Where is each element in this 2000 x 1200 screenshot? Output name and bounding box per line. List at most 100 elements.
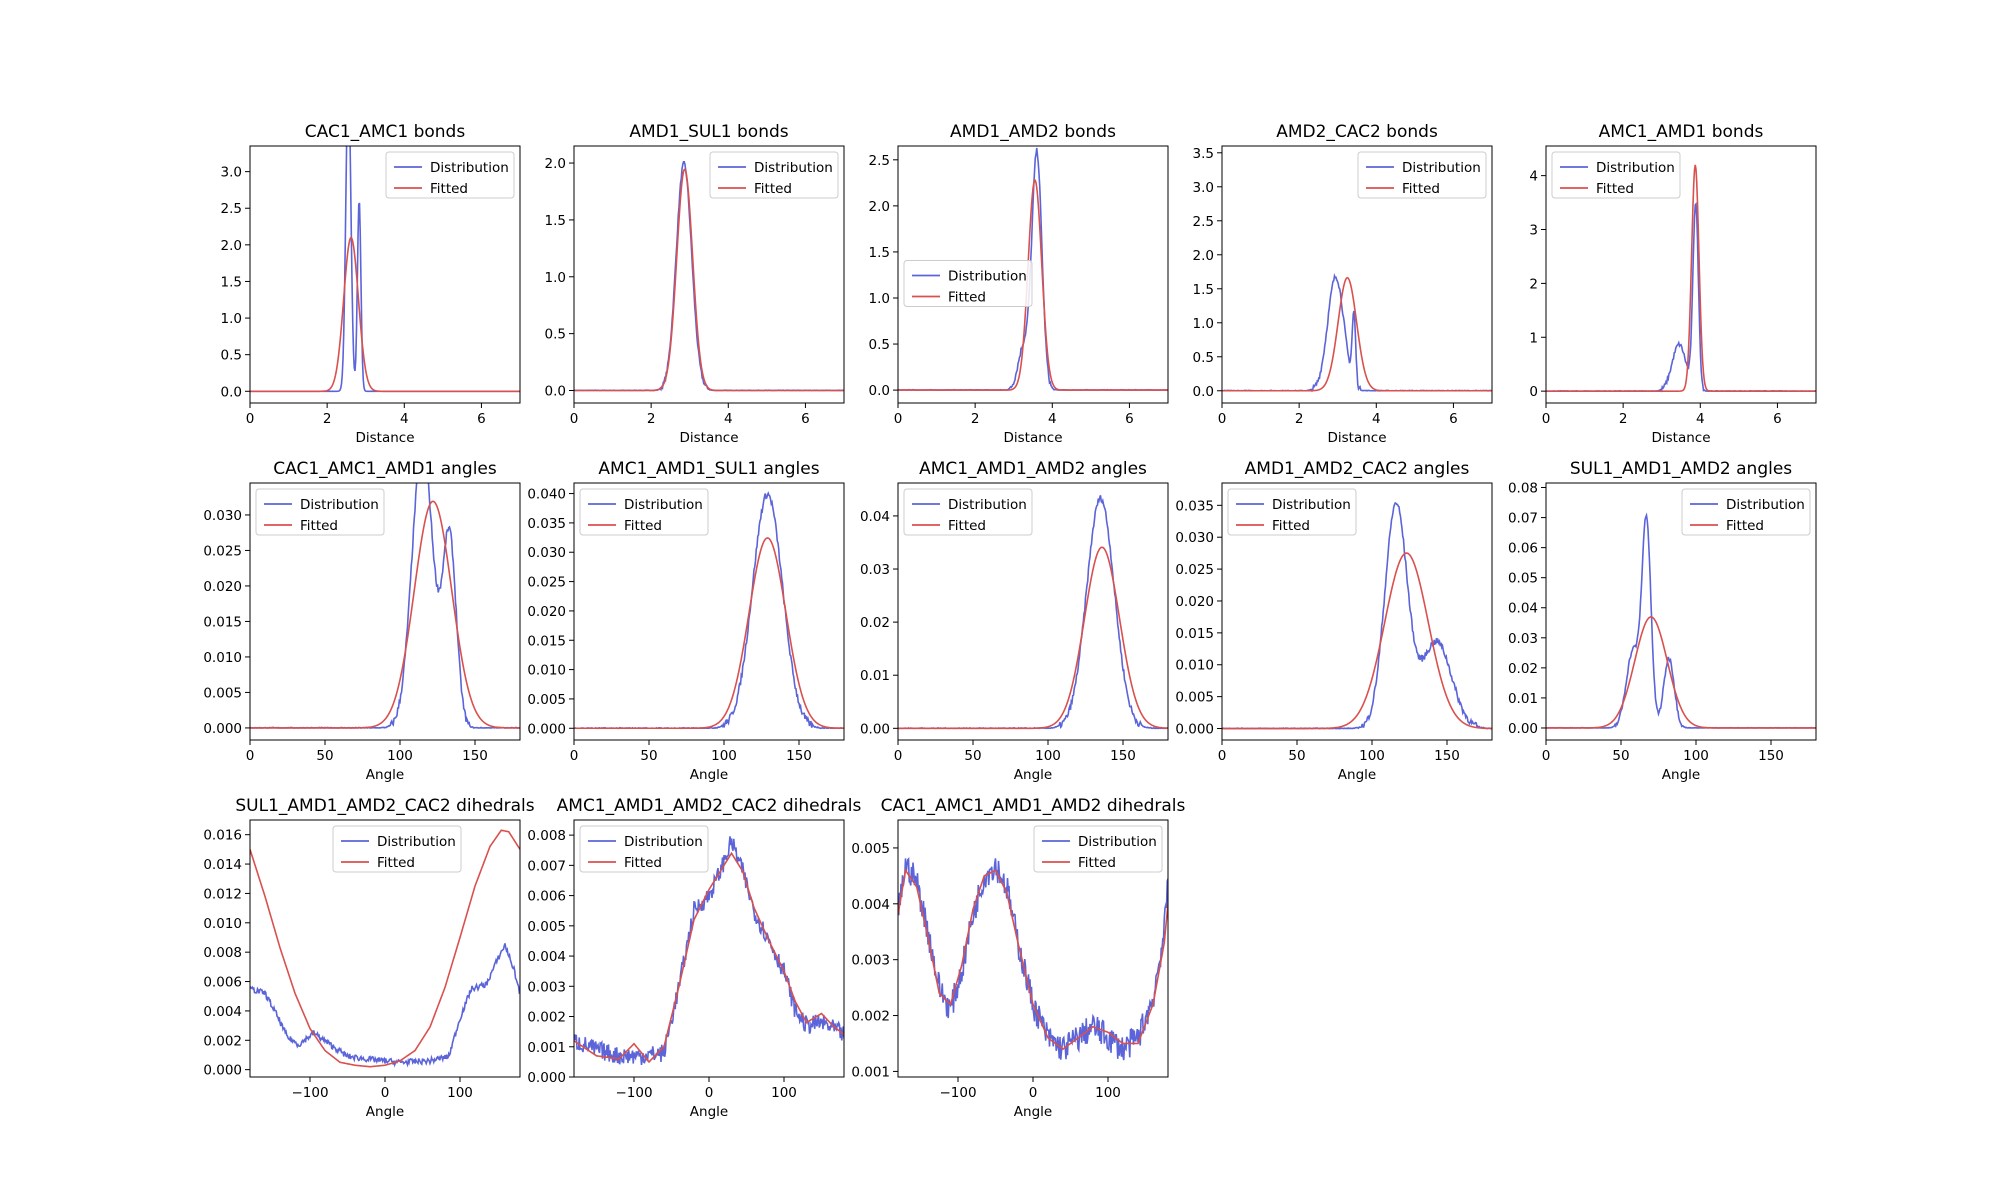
y-tick-label: 0.020 bbox=[203, 579, 242, 595]
fitted-line bbox=[898, 868, 1168, 1051]
x-tick-label: 150 bbox=[1758, 748, 1784, 764]
y-tick-label: 0.001 bbox=[527, 1040, 566, 1056]
legend-label: Distribution bbox=[624, 834, 703, 850]
axes-frame bbox=[249, 482, 521, 741]
legend-label: Distribution bbox=[624, 497, 703, 513]
legend-label: Distribution bbox=[300, 497, 379, 513]
axes-frame bbox=[1545, 482, 1817, 741]
y-tick-label: 1.5 bbox=[869, 245, 890, 261]
x-tick-label: 0 bbox=[1218, 748, 1227, 764]
fitted-line bbox=[1222, 276, 1492, 392]
axes-frame bbox=[573, 482, 845, 741]
y-tick-label: 0.035 bbox=[527, 516, 566, 532]
x-tick-label: 2 bbox=[971, 411, 980, 427]
legend-label: Fitted bbox=[624, 855, 662, 871]
y-tick-label: 0.08 bbox=[1508, 481, 1538, 497]
subplot-title: AMC1_AMD1 bonds bbox=[1599, 122, 1764, 142]
x-tick-label: 50 bbox=[640, 748, 657, 764]
subplot-title: AMD2_CAC2 bonds bbox=[1276, 122, 1438, 142]
subplot-9: AMD1_AMD2_CAC2 angles 0 50 100 150 0.000 0.005… bbox=[1175, 459, 1493, 783]
fitted-line bbox=[898, 179, 1168, 391]
x-tick-label: 100 bbox=[387, 748, 413, 764]
x-axis-label: Angle bbox=[690, 1104, 728, 1120]
y-tick-label: 0.040 bbox=[527, 487, 566, 503]
x-tick-label: 0 bbox=[1542, 411, 1551, 427]
subplot-5: AMC1_AMD1 bonds 0 2 4 6 0 1 2 3 4 Distance Distribu… bbox=[1529, 122, 1817, 446]
x-tick-label: 2 bbox=[1295, 411, 1304, 427]
x-tick-label: 50 bbox=[1612, 748, 1629, 764]
distribution-line bbox=[250, 483, 520, 729]
y-tick-label: 0.020 bbox=[527, 604, 566, 620]
subplot-title: SUL1_AMD1_AMD2_CAC2 dihedrals bbox=[235, 796, 534, 816]
x-tick-label: 150 bbox=[786, 748, 812, 764]
subplot-title: AMC1_AMD1_AMD2 angles bbox=[919, 459, 1147, 479]
y-tick-label: 0.01 bbox=[860, 668, 890, 684]
x-tick-label: −100 bbox=[291, 1085, 328, 1101]
fitted-line bbox=[250, 500, 520, 729]
y-tick-label: 2 bbox=[1529, 276, 1538, 292]
legend: Distribution Fitted bbox=[1227, 488, 1357, 536]
distribution-line bbox=[1546, 512, 1816, 729]
legend-box bbox=[1551, 151, 1681, 199]
y-tick-label: 1.0 bbox=[545, 270, 566, 286]
distribution-line bbox=[898, 856, 1168, 1061]
x-tick-label: 0 bbox=[1218, 411, 1227, 427]
y-tick-label: 0.030 bbox=[203, 508, 242, 524]
x-tick-label: 50 bbox=[1288, 748, 1305, 764]
y-tick-label: 0.000 bbox=[203, 1063, 242, 1079]
legend-box bbox=[255, 488, 385, 536]
y-tick-label: 0.035 bbox=[1175, 498, 1214, 514]
y-tick-label: 0.012 bbox=[203, 886, 242, 902]
legend-label: Distribution bbox=[948, 497, 1027, 513]
y-tick-label: 2.5 bbox=[869, 153, 890, 169]
legend-label: Fitted bbox=[377, 855, 415, 871]
subplot-7: AMC1_AMD1_SUL1 angles 0 50 100 150 0.000 0.005… bbox=[527, 459, 845, 783]
y-tick-label: 1 bbox=[1529, 330, 1538, 346]
axes-frame bbox=[1221, 145, 1493, 404]
y-tick-label: 0 bbox=[1529, 384, 1538, 400]
legend-box bbox=[709, 151, 839, 199]
x-axis-label: Distance bbox=[1651, 430, 1710, 446]
x-tick-label: 6 bbox=[801, 411, 810, 427]
y-tick-label: 0.0 bbox=[1193, 384, 1214, 400]
x-tick-label: 6 bbox=[1125, 411, 1134, 427]
x-tick-label: 100 bbox=[447, 1085, 473, 1101]
y-tick-label: 0.005 bbox=[203, 685, 242, 701]
legend: Distribution Fitted bbox=[579, 488, 709, 536]
y-tick-label: 2.5 bbox=[1193, 214, 1214, 230]
y-tick-label: 0.02 bbox=[860, 615, 890, 631]
x-tick-label: 100 bbox=[1095, 1085, 1121, 1101]
y-tick-label: 0.014 bbox=[203, 857, 242, 873]
y-tick-label: 0.005 bbox=[851, 841, 890, 857]
fitted-line bbox=[574, 537, 844, 730]
legend-box bbox=[332, 825, 462, 873]
x-tick-label: 50 bbox=[964, 748, 981, 764]
legend-box bbox=[1681, 488, 1811, 536]
y-tick-label: 0.07 bbox=[1508, 511, 1538, 527]
x-tick-label: 0 bbox=[1542, 748, 1551, 764]
distribution-line bbox=[1222, 272, 1492, 393]
x-axis-label: Angle bbox=[1014, 1104, 1052, 1120]
legend: Distribution Fitted bbox=[1681, 488, 1811, 536]
subplot-title: AMD1_AMD2 bonds bbox=[950, 122, 1116, 142]
legend-label: Fitted bbox=[1726, 518, 1764, 534]
x-tick-label: −100 bbox=[615, 1085, 652, 1101]
y-tick-label: 0.010 bbox=[203, 916, 242, 932]
x-tick-label: 100 bbox=[771, 1085, 797, 1101]
y-tick-label: 1.0 bbox=[221, 311, 242, 327]
x-tick-label: 4 bbox=[724, 411, 733, 427]
y-tick-label: 0.002 bbox=[851, 1009, 890, 1025]
legend-label: Fitted bbox=[300, 518, 338, 534]
y-tick-label: 3 bbox=[1529, 223, 1538, 239]
x-tick-label: 100 bbox=[1035, 748, 1061, 764]
x-axis-label: Distance bbox=[1327, 430, 1386, 446]
y-tick-label: 0.005 bbox=[1175, 690, 1214, 706]
legend: Distribution Fitted bbox=[903, 260, 1033, 307]
legend-label: Distribution bbox=[377, 834, 456, 850]
subplot-title: CAC1_AMC1_AMD1 angles bbox=[273, 459, 497, 479]
y-tick-label: 0.010 bbox=[203, 650, 242, 666]
y-tick-label: 0.000 bbox=[1175, 722, 1214, 738]
legend-label: Fitted bbox=[430, 181, 468, 197]
legend-label: Distribution bbox=[1078, 834, 1157, 850]
legend-label: Fitted bbox=[1272, 518, 1310, 534]
